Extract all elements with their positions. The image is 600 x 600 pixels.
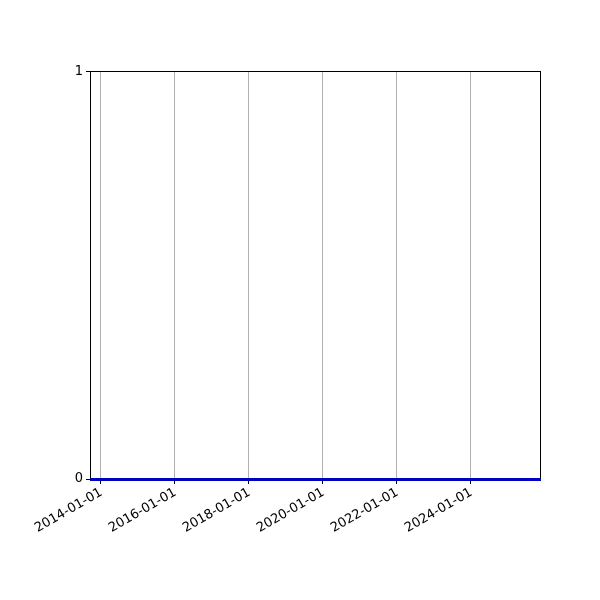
gridline xyxy=(100,72,101,479)
x-tick-label: 2022-01-01 xyxy=(328,485,402,536)
x-tick-label: 2014-01-01 xyxy=(32,485,106,536)
x-tick-mark xyxy=(322,480,323,484)
gridline xyxy=(396,72,397,479)
gridline xyxy=(470,72,471,479)
x-tick-mark xyxy=(470,480,471,484)
gridline xyxy=(322,72,323,479)
y-tick-mark xyxy=(86,71,90,72)
x-tick-mark xyxy=(396,480,397,484)
gridline xyxy=(174,72,175,479)
y-tick-mark xyxy=(86,479,90,480)
gridline xyxy=(248,72,249,479)
x-tick-label: 2024-01-01 xyxy=(402,485,476,536)
y-tick-label: 1 xyxy=(74,64,83,79)
x-tick-mark xyxy=(100,480,101,484)
plot-area xyxy=(90,71,541,480)
x-tick-label: 2020-01-01 xyxy=(254,485,328,536)
data-line-series xyxy=(90,478,541,481)
x-tick-label: 2016-01-01 xyxy=(106,485,180,536)
y-tick-label: 0 xyxy=(74,471,83,486)
x-tick-label: 2018-01-01 xyxy=(180,485,254,536)
x-tick-mark xyxy=(248,480,249,484)
x-tick-mark xyxy=(174,480,175,484)
